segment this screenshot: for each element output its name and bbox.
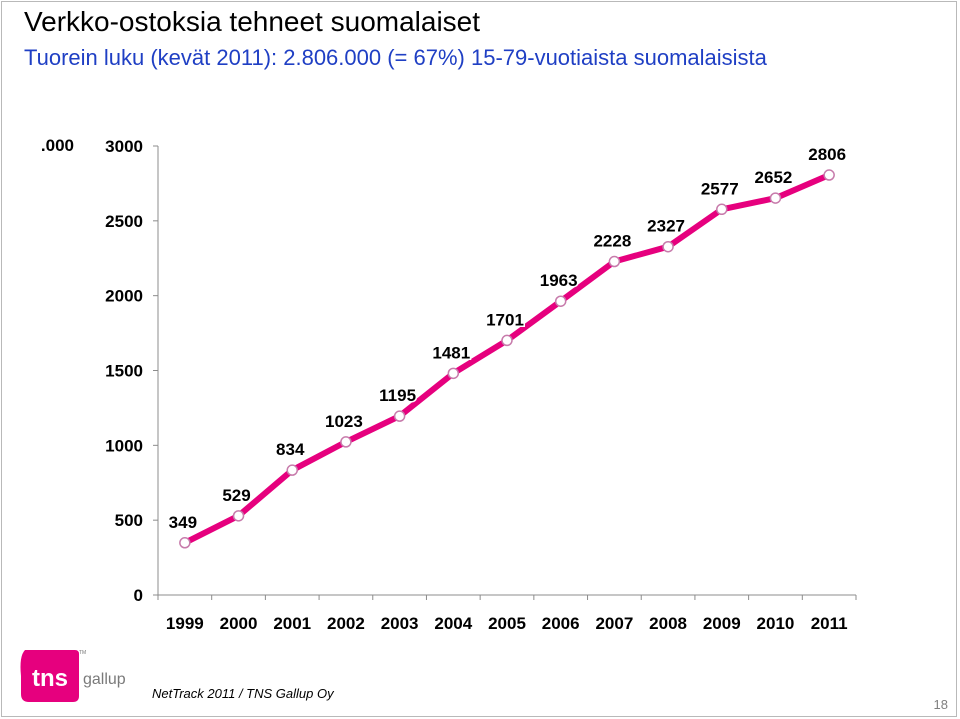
y-tick-label: 1500	[105, 362, 143, 381]
x-tick-label: 2004	[434, 614, 472, 633]
y-tick-label: 0	[134, 586, 143, 605]
logo-tm-text: TM	[79, 650, 86, 656]
data-label: 2228	[593, 232, 631, 251]
slide-title: Verkko-ostoksia tehneet suomalaiset	[24, 6, 481, 37]
y-tick-label: 2000	[105, 287, 143, 306]
x-tick-label: 2005	[488, 614, 526, 633]
data-label: 2577	[701, 179, 739, 198]
data-label: 1195	[379, 386, 416, 405]
data-label: 2806	[808, 145, 846, 164]
data-point	[608, 255, 621, 268]
data-point	[447, 367, 460, 380]
x-tick-label: 2001	[273, 614, 311, 633]
x-tick-label: 2007	[595, 614, 633, 633]
x-tick-label: 1999	[166, 614, 204, 633]
data-point	[769, 192, 782, 204]
data-point	[340, 436, 352, 448]
slide-subtitle: Tuorein luku (kevät 2011): 2.806.000 (= …	[24, 45, 767, 70]
x-tick-label: 2003	[381, 614, 419, 633]
data-point	[662, 240, 674, 253]
x-tick-label: 2006	[542, 614, 580, 633]
logo-badge	[20, 650, 79, 702]
data-label: 1701	[486, 310, 524, 329]
tns-gallup-logo: tns TM gallup	[20, 650, 126, 702]
data-label: 1963	[540, 271, 578, 290]
data-point	[179, 537, 191, 549]
x-tick-label: 2010	[757, 614, 795, 633]
unit-label: .000	[41, 136, 74, 155]
data-label: 529	[222, 486, 250, 505]
data-point	[501, 334, 513, 347]
data-label: 1481	[432, 343, 470, 362]
line-chart: .000 0 500 1000 1500 2000 2500 3000 1999 2000 200…	[41, 136, 857, 633]
y-tick-label: 500	[115, 511, 143, 530]
data-label: 349	[169, 513, 197, 532]
data-label: 834	[276, 440, 305, 459]
data-label: 2652	[755, 168, 793, 187]
logo-tns-text: tns	[32, 665, 68, 692]
series-line	[181, 172, 833, 546]
data-point	[554, 295, 567, 307]
x-tick-label: 2009	[703, 614, 741, 633]
x-tick-label: 2002	[327, 614, 365, 633]
data-point	[232, 510, 245, 522]
data-point	[393, 410, 406, 422]
x-tick-label: 2000	[220, 614, 258, 633]
source-note: NetTrack 2011 / TNS Gallup Oy	[152, 686, 334, 701]
logo-gallup-text: gallup	[83, 671, 126, 688]
data-label: 2327	[647, 217, 685, 236]
y-tick-label: 2500	[105, 212, 143, 231]
data-point	[286, 464, 298, 476]
data-point	[716, 203, 728, 216]
x-tick-label: 2011	[811, 614, 848, 633]
data-label: 1023	[325, 412, 363, 431]
x-tick-label: 2008	[649, 614, 687, 633]
y-tick-label: 3000	[105, 137, 143, 156]
data-point	[823, 169, 835, 181]
slide-number: 18	[933, 697, 948, 712]
y-tick-label: 1000	[105, 436, 143, 455]
